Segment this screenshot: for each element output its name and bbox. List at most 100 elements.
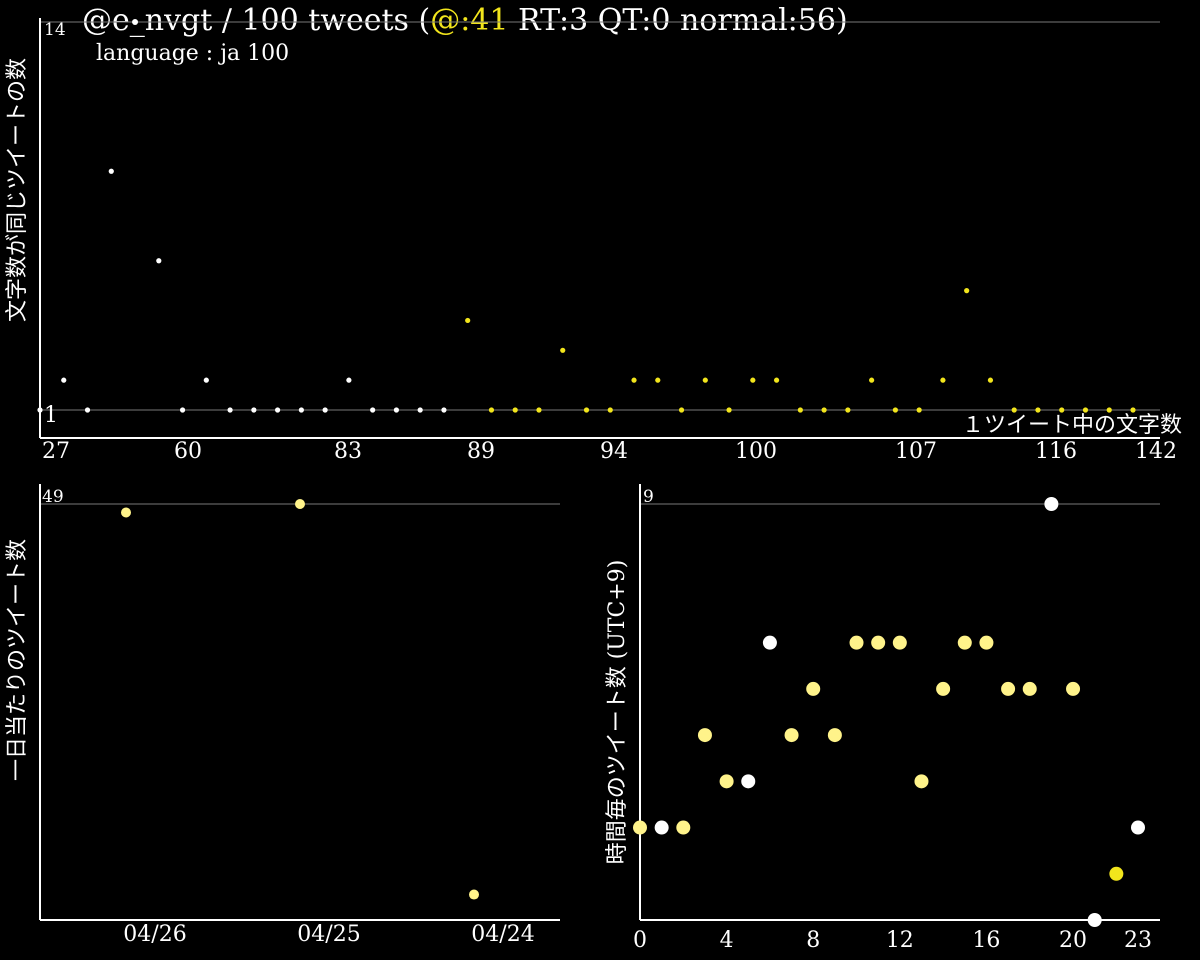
- c1-point: [655, 377, 661, 383]
- c1-x-tick: 116: [1035, 439, 1077, 464]
- c3-point: [741, 774, 756, 789]
- c1-point: [750, 377, 756, 383]
- c3-point: [1044, 497, 1059, 511]
- c2-ytick-max: 49: [42, 487, 64, 507]
- c1-point: [203, 377, 209, 383]
- c1-point: [37, 407, 43, 413]
- c3-point: [654, 820, 669, 835]
- c1-point: [1011, 407, 1017, 413]
- c3-point: [719, 774, 734, 789]
- c1-point: [227, 407, 233, 413]
- c1-x-tick: 100: [735, 439, 777, 464]
- c3-ytick-max: 9: [643, 487, 654, 507]
- daily-tweets-chart: 49 一日当たりのツイート数 04/26 04/25 04/24: [5, 484, 560, 947]
- c1-point: [797, 407, 803, 413]
- c1-ytick-min: 1: [44, 403, 58, 428]
- c1-point: [512, 407, 518, 413]
- c3-point: [914, 774, 929, 789]
- c1-x-tick: 94: [600, 439, 628, 464]
- c2-x-ticks: 04/26 04/25 04/24: [123, 922, 534, 947]
- c3-point: [936, 681, 951, 696]
- c1-point: [1059, 407, 1065, 413]
- c1-point: [892, 407, 898, 413]
- c1-point: [987, 377, 994, 383]
- c3-x-tick: 8: [806, 928, 820, 953]
- c1-point: [417, 407, 423, 413]
- c2-x-tick: 04/25: [297, 922, 360, 947]
- c2-point: [295, 499, 305, 509]
- c1-point: [251, 407, 257, 413]
- c3-point: [762, 635, 777, 650]
- c1-x-tick: 27: [42, 439, 70, 464]
- c1-point: [607, 407, 613, 413]
- c1-point: [726, 407, 732, 413]
- c3-point: [827, 728, 842, 743]
- char-count-chart: 14 1 文字数が同じツイートの数 １ツイート中の文字数 27 60 83 89 94 1…: [5, 18, 1182, 464]
- c1-x-tick: 89: [467, 439, 495, 464]
- c2-x-tick: 04/26: [123, 922, 186, 947]
- c1-point: [583, 407, 590, 413]
- c3-x-tick: 4: [720, 928, 734, 953]
- c1-point: [1130, 407, 1136, 413]
- c3-point: [676, 820, 691, 835]
- c1-point: [631, 377, 637, 383]
- c3-x-tick: 0: [633, 928, 647, 953]
- c1-point: [702, 377, 708, 383]
- c2-point: [469, 889, 479, 900]
- c3-point: [979, 635, 994, 650]
- c3-point: [957, 635, 972, 650]
- c1-x-tick: 83: [334, 439, 362, 464]
- c1-point: [940, 377, 946, 383]
- c3-point: [806, 681, 821, 696]
- c3-point: [1087, 913, 1102, 927]
- c1-point: [916, 407, 922, 413]
- c1-point: [346, 377, 352, 383]
- title-suffix: RT:3 QT:0 normal:56): [508, 3, 847, 38]
- c1-point: [1082, 407, 1089, 413]
- c1-point: [370, 407, 376, 413]
- c1-point: [869, 377, 875, 383]
- c2-points: [121, 499, 479, 900]
- c3-y-label: 時間毎のツイート数 (UTC+9): [605, 560, 630, 865]
- c1-points: [37, 19, 1136, 413]
- c1-point: [773, 377, 780, 383]
- c3-points: [633, 497, 1145, 927]
- c1-point: [560, 347, 566, 353]
- c3-point: [849, 635, 864, 650]
- c3-point: [1109, 866, 1124, 881]
- c1-point: [298, 407, 304, 413]
- c3-x-tick: 20: [1059, 928, 1087, 953]
- c3-x-tick: 12: [886, 928, 914, 953]
- c3-x-ticks: 0 4 8 12 16 20 23: [633, 928, 1152, 953]
- c1-point: [964, 288, 970, 294]
- c1-point: [61, 377, 67, 383]
- c1-x-label: １ツイート中の文字数: [962, 413, 1182, 438]
- c3-point: [1022, 681, 1037, 696]
- c3-x-tick: 16: [972, 928, 1000, 953]
- c1-point: [441, 407, 447, 413]
- c1-point: [488, 407, 495, 413]
- c1-point: [845, 407, 851, 413]
- c3-point: [892, 635, 907, 650]
- c3-point: [697, 728, 712, 743]
- c3-x-tick: 23: [1124, 928, 1152, 953]
- hourly-tweets-chart: 9 時間毎のツイート数 (UTC+9) 0 4 8 12 16 20 23: [605, 484, 1160, 953]
- language-label: language : ja 100: [96, 41, 289, 66]
- c1-point: [1035, 407, 1041, 413]
- c1-point: [156, 258, 162, 264]
- c1-x-tick: 142: [1135, 439, 1177, 464]
- c1-point: [465, 317, 471, 324]
- c1-point: [536, 407, 542, 413]
- c2-point: [121, 507, 131, 518]
- c1-point: [108, 168, 114, 174]
- c1-y-label: 文字数が同じツイートの数: [5, 58, 30, 322]
- c2-x-tick: 04/24: [471, 922, 534, 947]
- c1-point: [678, 407, 685, 413]
- title-mention-count: @:41: [430, 3, 508, 38]
- c3-point: [784, 728, 799, 743]
- title-prefix: @e_nvgt / 100 tweets (: [82, 3, 430, 38]
- c3-point: [1131, 820, 1145, 835]
- chart-title: @e_nvgt / 100 tweets (@:41 RT:3 QT:0 nor…: [82, 3, 848, 38]
- c1-point: [275, 407, 281, 413]
